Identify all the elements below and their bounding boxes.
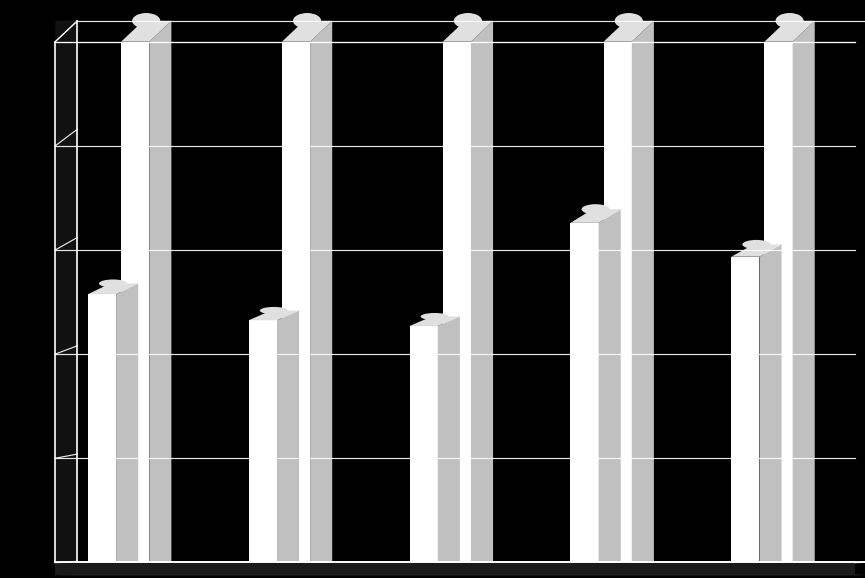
Polygon shape bbox=[765, 21, 815, 42]
Polygon shape bbox=[116, 283, 138, 562]
Polygon shape bbox=[731, 244, 782, 257]
Polygon shape bbox=[311, 21, 332, 562]
Ellipse shape bbox=[132, 13, 160, 29]
Polygon shape bbox=[282, 21, 332, 42]
Polygon shape bbox=[604, 21, 654, 42]
Ellipse shape bbox=[293, 13, 321, 29]
Polygon shape bbox=[792, 21, 815, 562]
Ellipse shape bbox=[99, 279, 127, 287]
Bar bbox=[121, 42, 150, 562]
Ellipse shape bbox=[776, 13, 804, 29]
Polygon shape bbox=[631, 21, 654, 562]
Polygon shape bbox=[443, 21, 493, 42]
Bar bbox=[571, 223, 599, 562]
Polygon shape bbox=[249, 310, 299, 320]
Ellipse shape bbox=[581, 204, 610, 214]
Ellipse shape bbox=[420, 313, 449, 320]
Polygon shape bbox=[121, 21, 171, 42]
Bar bbox=[731, 257, 759, 562]
Polygon shape bbox=[438, 317, 460, 562]
Bar bbox=[249, 320, 277, 562]
Ellipse shape bbox=[260, 307, 288, 314]
Bar bbox=[410, 326, 438, 562]
Bar bbox=[604, 42, 631, 562]
Polygon shape bbox=[410, 317, 460, 326]
Ellipse shape bbox=[454, 13, 482, 29]
Bar bbox=[765, 42, 792, 562]
Ellipse shape bbox=[742, 240, 771, 249]
Polygon shape bbox=[599, 209, 621, 562]
Polygon shape bbox=[571, 209, 621, 223]
Polygon shape bbox=[759, 244, 782, 562]
Ellipse shape bbox=[615, 13, 643, 29]
Bar bbox=[282, 42, 311, 562]
Polygon shape bbox=[150, 21, 171, 562]
Polygon shape bbox=[88, 283, 138, 294]
Polygon shape bbox=[471, 21, 493, 562]
Polygon shape bbox=[277, 310, 299, 562]
Bar bbox=[88, 294, 116, 562]
Bar bbox=[443, 42, 471, 562]
Polygon shape bbox=[55, 20, 77, 575]
Bar bbox=[55, 562, 855, 575]
